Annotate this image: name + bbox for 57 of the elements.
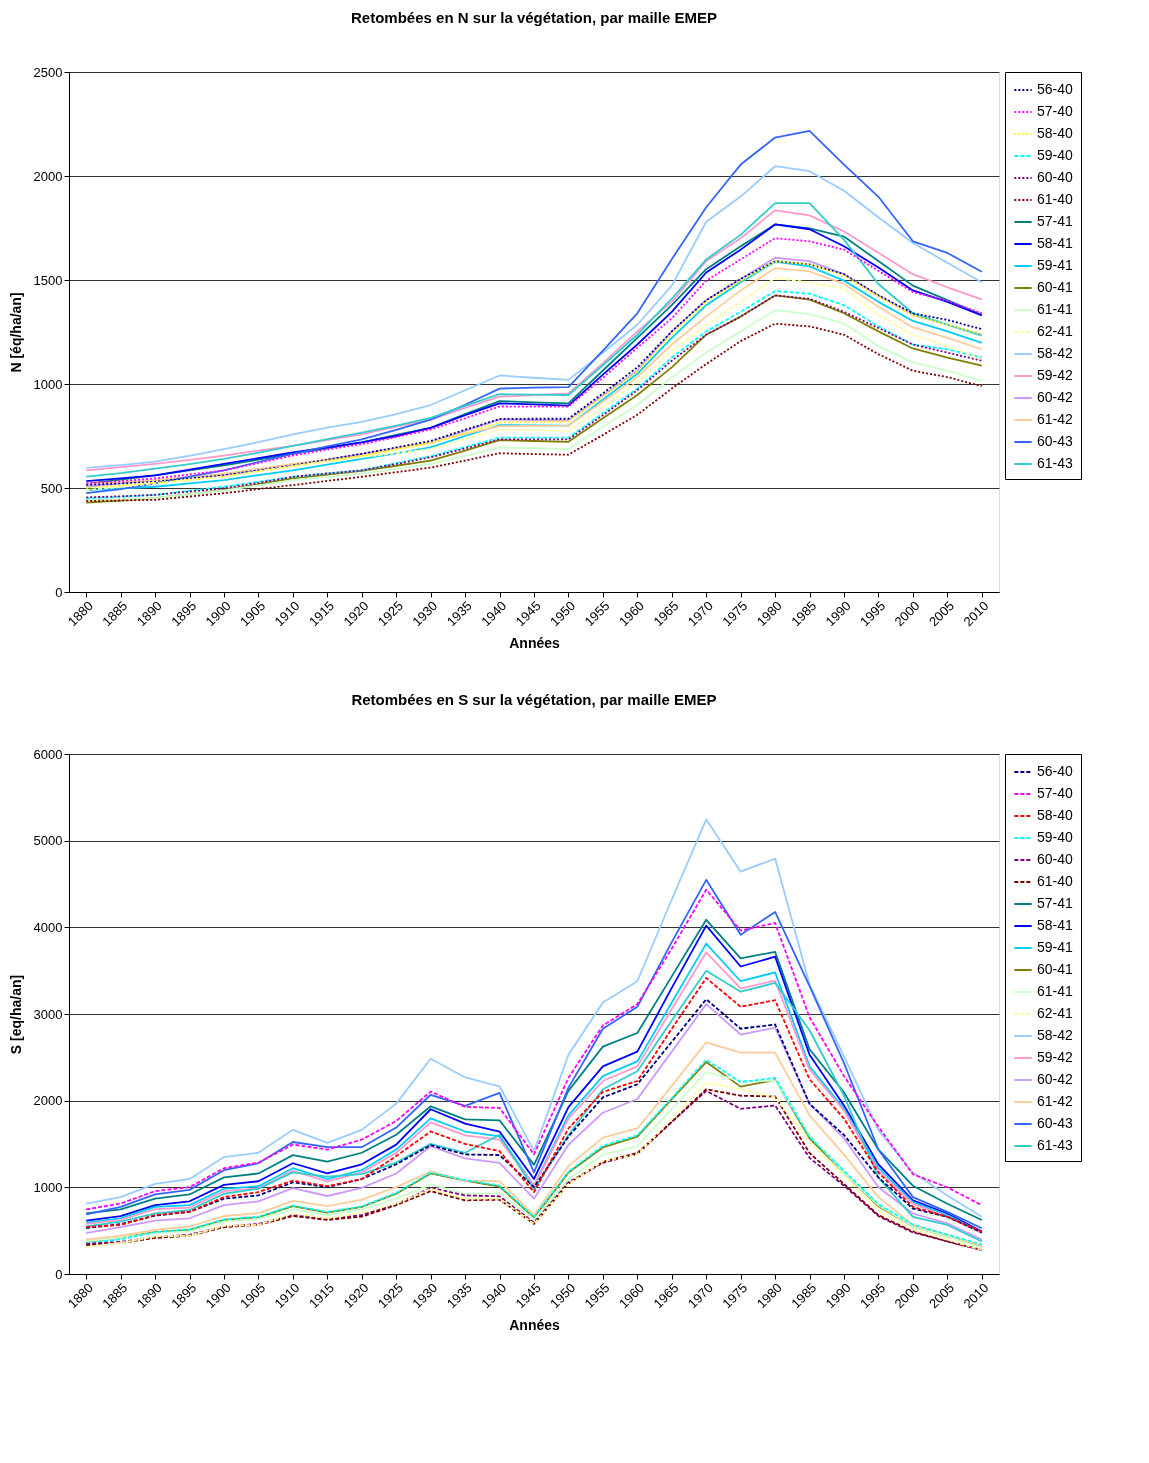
legend-label: 61-42	[1037, 411, 1074, 427]
legend-label: 61-42	[1037, 1093, 1074, 1109]
y-tick-label: 1000	[33, 1179, 63, 1195]
y-axis-title: N [éq/ha/an]	[7, 292, 24, 373]
legend-label: 58-41	[1037, 235, 1074, 251]
legend-label: 59-42	[1037, 1049, 1074, 1065]
legend-label: 61-43	[1037, 1137, 1074, 1153]
y-tick-label: 2500	[33, 64, 63, 80]
legend-label: 57-41	[1037, 895, 1074, 911]
line-series	[85, 129, 983, 495]
legend-label: 58-42	[1037, 1027, 1074, 1043]
legend-label: 62-41	[1037, 323, 1074, 339]
legend-label: 60-40	[1037, 169, 1074, 185]
legend-label: 59-42	[1037, 367, 1074, 383]
legend-label: 57-40	[1037, 785, 1074, 801]
legend-label: 59-40	[1037, 829, 1074, 845]
legend-label: 61-40	[1037, 191, 1074, 207]
y-axis-title: S [eq/ha/an]	[7, 974, 24, 1055]
y-tick-label: 1000	[33, 376, 63, 392]
legend-label: 58-40	[1037, 125, 1074, 141]
legend-label: 59-41	[1037, 257, 1074, 273]
legend-label: 59-41	[1037, 939, 1074, 955]
y-tick-label: 500	[40, 480, 63, 496]
legend-label: 61-43	[1037, 455, 1074, 471]
y-tick-label: 3000	[33, 1006, 63, 1022]
legend-label: 60-41	[1037, 961, 1074, 977]
chart-title: Retombées en N sur la végétation, par maille EMEP	[351, 9, 717, 26]
legend-label: 60-43	[1037, 1115, 1074, 1131]
legend-label: 56-40	[1037, 81, 1074, 97]
legend-label: 60-40	[1037, 851, 1074, 867]
x-axis-title: Années	[509, 1317, 560, 1334]
y-tick-label: 0	[55, 1266, 63, 1282]
y-tick-label: 6000	[33, 746, 63, 762]
legend-label: 58-41	[1037, 917, 1074, 933]
legend-label: 59-40	[1037, 147, 1074, 163]
y-tick-label: 0	[55, 584, 63, 600]
y-tick-label: 1500	[33, 272, 63, 288]
legend-label: 58-40	[1037, 807, 1074, 823]
legend-label: 60-41	[1037, 279, 1074, 295]
chart-title: Retombées en S sur la végétation, par maille EMEP	[351, 691, 717, 708]
legend-label: 57-40	[1037, 103, 1074, 119]
legend-label: 61-41	[1037, 983, 1074, 999]
legend-label: 61-41	[1037, 301, 1074, 317]
y-tick-label: 2000	[33, 1093, 63, 1109]
y-tick-label: 5000	[33, 833, 63, 849]
line-series	[85, 818, 983, 1218]
legend-label: 61-40	[1037, 873, 1074, 889]
legend-label: 56-40	[1037, 763, 1074, 779]
legend-label: 62-41	[1037, 1005, 1074, 1021]
legend-label: 57-41	[1037, 213, 1074, 229]
legend-label: 60-42	[1037, 389, 1074, 405]
x-axis-title: Années	[509, 635, 560, 652]
legend-label: 58-42	[1037, 345, 1074, 361]
legend-label: 60-43	[1037, 433, 1074, 449]
y-tick-label: 4000	[33, 919, 63, 935]
legend-label: 60-42	[1037, 1071, 1074, 1087]
y-tick-label: 2000	[33, 168, 63, 184]
